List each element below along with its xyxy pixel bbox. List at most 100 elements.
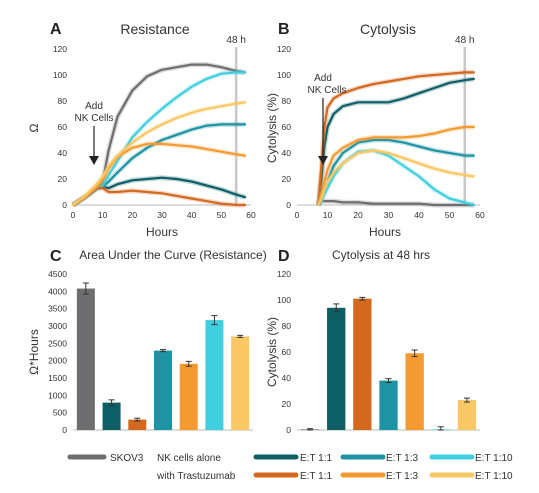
- panel-d-title: Cytolysis at 48 hrs: [332, 248, 430, 262]
- panel-c-ytick-label: 3000: [48, 321, 67, 331]
- panel-b-annotation: Add NK Cells: [308, 73, 346, 165]
- panel-b-ytick-label: 60: [282, 122, 292, 132]
- panel-d-ytick-label: 0: [286, 425, 291, 435]
- panel-a-xlabel: Hours: [146, 225, 178, 239]
- legend-label-skov3: SKOV3: [110, 453, 144, 464]
- legend-label-nk-et110: E:T 1:10: [475, 453, 513, 464]
- panel-a-ytick-label: 60: [58, 122, 68, 132]
- panel-d-ytick-label: 100: [277, 295, 291, 305]
- panel-b-xlabel: Hours: [369, 225, 401, 239]
- panel-a: A Resistance Ω Hours 0 20 40 60 80 100 120 0 10 2…: [27, 21, 256, 239]
- panel-b-ytick-label: 100: [277, 70, 291, 80]
- panel-a-ytick-label: 0: [62, 200, 67, 210]
- panel-c-ytick-label: 2000: [48, 356, 67, 366]
- panel-d-bar-et110_tz: [457, 400, 477, 430]
- panel-b-axes: 0 20 40 60 80 100 120 0 10 20 30 40 50 60: [277, 44, 485, 220]
- panel-c-bars: [76, 282, 250, 430]
- panel-a-ytick-label: 120: [53, 44, 67, 54]
- panel-b-xtick-label: 50: [445, 210, 455, 220]
- panel-c-title: Area Under the Curve (Resistance): [79, 248, 266, 262]
- panel-b-ytick-label: 40: [282, 148, 292, 158]
- panel-c-bar-et110_nk: [205, 320, 224, 430]
- panel-a-series-line-et11_tz: [71, 187, 247, 207]
- panel-b-letter: B: [278, 21, 290, 38]
- panel-c-ytick-label: 1000: [48, 390, 67, 400]
- panel-d-bar-et11_nk: [327, 307, 346, 430]
- panel-b-ytick-label: 120: [277, 44, 291, 54]
- panel-a-xtick-label: 20: [128, 210, 138, 220]
- legend-label-tz-et11: E:T 1:1: [300, 471, 332, 482]
- panel-b-ytick-label: 80: [282, 96, 292, 106]
- panel-b-series: [315, 69, 475, 208]
- panel-b-series-line-et11_nk: [317, 77, 475, 207]
- panel-c-letter: C: [50, 248, 62, 265]
- panel-b-ytick-label: 20: [282, 174, 292, 184]
- panel-a-xtick-label: 50: [217, 210, 227, 220]
- panel-a-annotation-line1: Add: [85, 101, 103, 112]
- legend-label-tz-et110: E:T 1:10: [475, 471, 513, 482]
- panel-c-ytick-label: 3500: [48, 304, 67, 314]
- panel-d-ytick-label: 20: [282, 399, 292, 409]
- panel-a-title: Resistance: [120, 21, 189, 37]
- panel-c-bar-et11_nk: [102, 402, 121, 430]
- panel-c-ytick-label: 0: [62, 425, 67, 435]
- panel-c-ytick-label: 4500: [48, 269, 67, 279]
- panel-a-xtick-label: 30: [157, 210, 167, 220]
- panel-c-bar-et11_tz: [128, 419, 147, 430]
- panel-a-48h-marker: 48 h: [226, 35, 246, 205]
- legend-label-nk-et13: E:T 1:3: [386, 453, 418, 464]
- panel-b-48h-label: 48 h: [455, 35, 474, 46]
- panel-a-series-line-et110_tz: [71, 101, 247, 207]
- panel-a-arrowhead: [89, 156, 99, 165]
- panel-c-ylabel: Ω*Hours: [27, 329, 41, 375]
- panel-a-ytick-label: 20: [58, 174, 68, 184]
- panel-a-letter: A: [50, 21, 62, 38]
- legend-row-label-nk: NK cells alone: [157, 453, 221, 464]
- panel-a-series: [71, 62, 247, 208]
- panel-a-xtick-label: 60: [246, 210, 256, 220]
- panel-b-xtick-label: 40: [414, 210, 424, 220]
- panel-d-ytick-label: 40: [282, 373, 292, 383]
- panel-d-letter: D: [278, 248, 290, 265]
- panel-b-48h-marker: 48 h: [455, 35, 474, 205]
- panel-a-annotation: Add NK Cells: [75, 101, 114, 165]
- panel-a-xtick-label: 10: [98, 210, 108, 220]
- legend-label-tz-et13: E:T 1:3: [386, 471, 418, 482]
- panel-b-xtick-label: 10: [323, 210, 333, 220]
- panel-d-axes: 0 20 40 60 80 100 120: [277, 269, 480, 435]
- legend-label-nk-et11: E:T 1:1: [300, 453, 332, 464]
- panel-a-ylabel: Ω: [27, 123, 41, 132]
- panel-b-series-line-et11_tz: [317, 71, 475, 207]
- panel-a-ytick-label: 40: [58, 148, 68, 158]
- panel-c-bar-skov3: [76, 288, 95, 430]
- panel-b-ytick-label: 0: [286, 200, 291, 210]
- panel-b-series-line-et110_tz: [317, 149, 475, 207]
- panel-c-ytick-label: 4000: [48, 286, 67, 296]
- panel-b-series-line-et13_tz: [317, 125, 475, 207]
- panel-a-xtick-label: 40: [187, 210, 197, 220]
- panel-a-ytick-label: 80: [58, 96, 68, 106]
- panel-a-48h-label: 48 h: [226, 35, 245, 46]
- panel-d-ytick-label: 120: [277, 269, 291, 279]
- panel-b-annotation-line1: Add: [314, 73, 332, 84]
- legend: SKOV3 NK cells alone with Trastuzumab E:…: [67, 453, 513, 482]
- panel-d-bar-et13_nk: [379, 380, 398, 430]
- panel-b-series-line-skov3: [317, 200, 475, 207]
- panel-b: B Cytolysis Cytolysis (%) Hours 0 20 40 60 8…: [265, 21, 485, 239]
- panel-d-bars: [300, 296, 477, 431]
- panel-a-axes: 0 20 40 60 80 100 120 0 10 20 30 40 50 60: [53, 44, 256, 220]
- panel-b-xtick-label: 30: [384, 210, 394, 220]
- panel-c-ytick-label: 2500: [48, 338, 67, 348]
- panel-b-xtick-label: 60: [475, 210, 485, 220]
- panel-c-bar-et13_tz: [179, 363, 198, 430]
- panel-d-ytick-label: 60: [282, 347, 292, 357]
- panel-a-xtick-label: 0: [71, 210, 76, 220]
- panel-d-bar-et13_tz: [405, 353, 424, 430]
- panel-a-annotation-line2: NK Cells: [75, 113, 114, 124]
- panel-c-bar-et110_tz: [231, 336, 250, 430]
- panel-b-title: Cytolysis: [360, 21, 416, 37]
- panel-c-bar-et13_nk: [154, 350, 172, 430]
- panel-b-ylabel: Cytolysis (%): [265, 93, 279, 163]
- panel-a-series-band-et13_tz: [71, 141, 246, 208]
